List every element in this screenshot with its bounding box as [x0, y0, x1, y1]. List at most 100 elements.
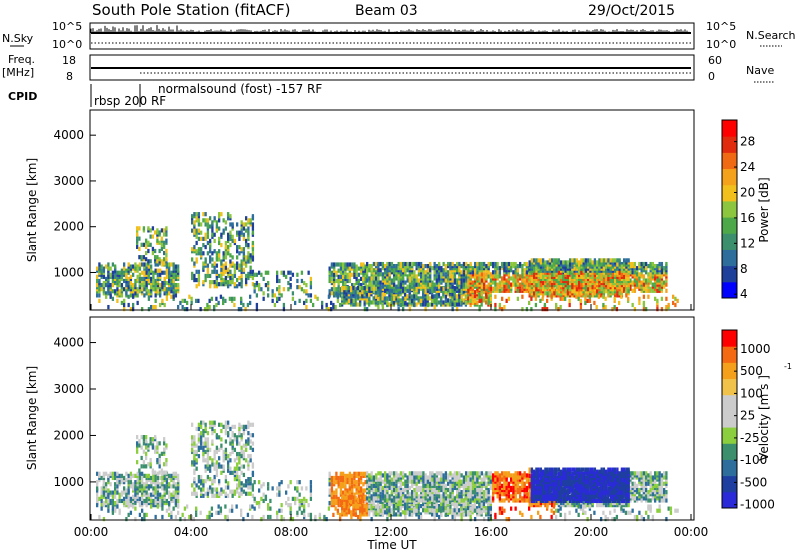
echo-cell: [156, 272, 160, 277]
echo-cell: [271, 293, 274, 298]
echo-cell: [363, 285, 366, 291]
echo-cell: [120, 473, 124, 478]
echo-cell: [253, 289, 256, 294]
echo-cell: [478, 292, 481, 297]
echo-cell: [209, 249, 212, 254]
echo-cell: [237, 307, 241, 312]
echo-cell: [174, 486, 178, 491]
echo-cell: [551, 282, 554, 288]
echo-cell: [417, 288, 421, 293]
echo-cell: [386, 296, 389, 301]
echo-cell: [548, 258, 552, 263]
echo-cell: [366, 274, 369, 279]
echo-cell: [161, 298, 164, 303]
echo-cell: [303, 280, 306, 286]
echo-cell: [100, 264, 103, 269]
echo-cell: [143, 270, 146, 275]
echo-cell: [555, 291, 558, 296]
echo-cell: [672, 300, 675, 306]
echo-cell: [191, 220, 194, 225]
echo-cell: [267, 293, 270, 298]
echo-cell: [111, 274, 115, 279]
echo-cell: [197, 228, 201, 233]
echo-cell: [344, 484, 347, 489]
echo-cell: [535, 282, 538, 288]
echo-cell: [516, 272, 520, 277]
echo-cell: [242, 431, 246, 436]
echo-cell: [200, 222, 203, 227]
echo-cell: [195, 269, 198, 274]
echo-cell: [456, 278, 459, 283]
echo-cell: [186, 300, 189, 306]
echo-cell: [512, 276, 515, 281]
echo-cell: [229, 458, 232, 463]
echo-cell: [96, 480, 99, 485]
echo-cell: [296, 496, 299, 501]
echo-cell: [222, 271, 225, 276]
echo-cell: [442, 300, 445, 305]
echo-cell: [593, 300, 596, 306]
echo-cell: [181, 298, 184, 303]
echo-cell: [109, 482, 112, 487]
echo-cell: [605, 268, 608, 273]
echo-cell: [152, 304, 155, 310]
echo-cell: [215, 460, 219, 465]
echo-cell: [458, 261, 461, 267]
echo-cell: [125, 477, 128, 483]
echo-cell: [413, 274, 416, 279]
freq-panel-frame: [89, 54, 695, 81]
echo-cell: [321, 300, 324, 306]
echo-cell: [150, 498, 153, 504]
echo-cell: [607, 276, 610, 282]
echo-cell: [271, 298, 274, 303]
echo-cell: [435, 278, 439, 283]
echo-cell: [247, 251, 250, 256]
echo-cell: [291, 496, 295, 501]
echo-cell: [240, 307, 243, 312]
echo-cell: [150, 475, 153, 481]
echo-cell: [210, 296, 214, 301]
echo-cell: [555, 302, 558, 308]
echo-cell: [368, 294, 371, 299]
echo-cell: [227, 424, 230, 429]
echo-cell: [408, 307, 412, 312]
echo-cell: [156, 457, 159, 463]
echo-cell: [557, 270, 561, 275]
echo-cell: [474, 268, 477, 273]
echo-cell: [147, 443, 150, 448]
echo-cell: [136, 274, 139, 279]
echo-cell: [523, 280, 526, 285]
echo-cell: [271, 486, 274, 491]
echo-cell: [406, 274, 409, 279]
echo-cell: [233, 458, 237, 463]
echo-cell: [229, 236, 232, 241]
echo-cell: [359, 292, 362, 297]
echo-cell: [174, 500, 178, 506]
echo-cell: [426, 268, 430, 273]
echo-cell: [474, 261, 477, 267]
echo-cell: [571, 258, 574, 263]
echo-cell: [399, 302, 403, 308]
echo-cell: [247, 230, 250, 235]
echo-cell: [247, 271, 250, 276]
echo-cell: [600, 258, 603, 263]
echo-cell: [211, 487, 214, 492]
echo-cell: [631, 261, 634, 267]
echo-cell: [321, 304, 324, 310]
echo-cell: [156, 475, 160, 481]
echo-cell: [447, 276, 450, 281]
echo-cell: [236, 255, 239, 260]
echo-cell: [262, 276, 265, 282]
echo-cell: [333, 500, 336, 506]
echo-cell: [411, 261, 414, 267]
echo-cell: [260, 272, 263, 277]
echo-cell: [460, 298, 463, 303]
echo-cell: [159, 282, 162, 288]
power-panel-frame: [89, 109, 695, 311]
echo-cell: [193, 462, 196, 467]
echo-cell: [118, 492, 121, 497]
echo-cell: [609, 258, 612, 263]
echo-cell: [123, 266, 126, 271]
echo-cell: [195, 249, 198, 254]
echo-cell: [251, 269, 255, 274]
